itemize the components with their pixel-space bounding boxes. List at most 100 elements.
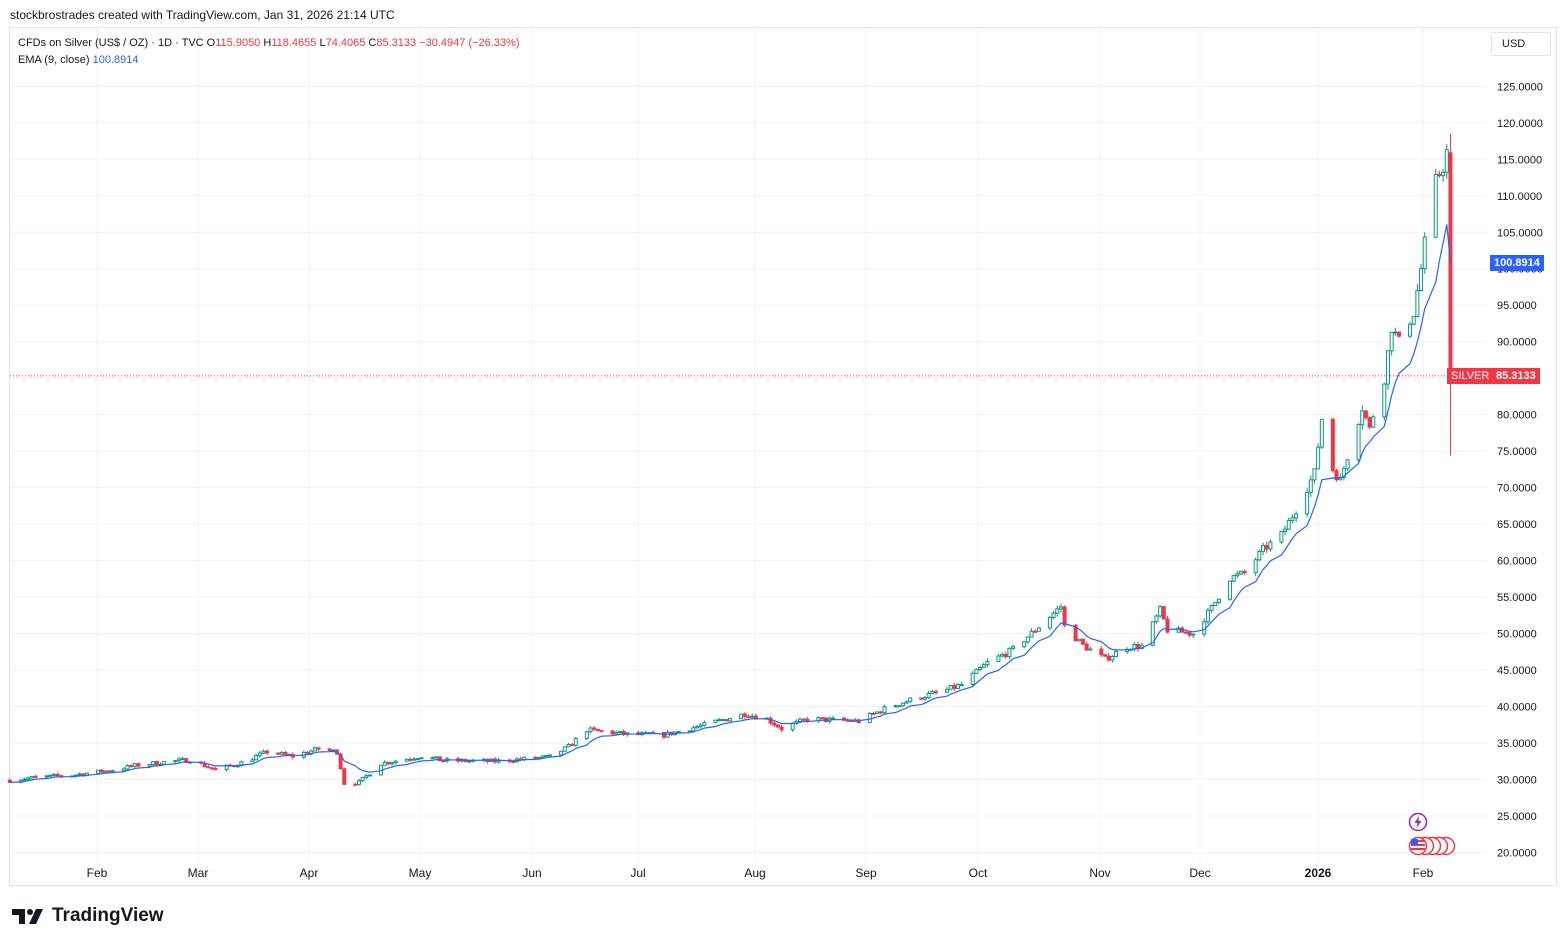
candle <box>544 754 549 757</box>
candle <box>353 782 358 787</box>
x-tick-label: May <box>409 866 432 880</box>
candle <box>584 730 589 741</box>
candle <box>775 723 780 728</box>
candle <box>1136 641 1141 652</box>
candle <box>717 717 722 722</box>
candle <box>1419 264 1424 292</box>
tradingview-logo[interactable]: TradingView <box>12 905 164 927</box>
candle <box>728 717 733 722</box>
candle <box>1235 570 1240 579</box>
candle <box>408 757 413 762</box>
y-tick-label: 120.0000 <box>1497 118 1543 130</box>
y-axis: 125.0000 120.0000 115.0000 110.0000 105.0000… <box>1497 81 1543 859</box>
legend-change: −30.4947 (−26.33%) <box>419 37 520 49</box>
candle <box>419 757 424 760</box>
y-tick-label: 30.0000 <box>1497 775 1537 787</box>
candle <box>412 756 417 761</box>
candle <box>1125 647 1130 655</box>
candle <box>368 774 372 777</box>
candle <box>595 728 600 732</box>
candle <box>599 730 604 733</box>
candle <box>1007 647 1012 660</box>
candle <box>1077 638 1082 642</box>
candle <box>867 711 872 724</box>
candle <box>1055 605 1060 617</box>
candle <box>265 749 270 756</box>
candle <box>1213 601 1218 606</box>
legend-ohlc-row: CFDs on Silver (US$ / OZ) · 1D · TVC O11… <box>18 35 520 52</box>
candle <box>1242 569 1247 576</box>
candle <box>1408 321 1413 339</box>
x-tick-label: Jul <box>630 866 645 880</box>
x-tick-label: Aug <box>744 866 765 880</box>
candle <box>393 759 398 765</box>
candle <box>1305 487 1310 518</box>
candle <box>978 665 983 672</box>
candle <box>970 671 975 687</box>
symbol-name-tag: SILVER <box>1447 368 1494 384</box>
candle <box>1205 607 1210 625</box>
legend-symbol[interactable]: CFDs on Silver (US$ / OZ) · 1D · TVC <box>18 37 204 49</box>
chart-legend: CFDs on Silver (US$ / OZ) · 1D · TVC O11… <box>18 35 520 69</box>
candle <box>132 762 137 768</box>
candle <box>566 742 571 748</box>
candle <box>1084 641 1089 652</box>
candle <box>1360 405 1365 430</box>
candle <box>213 766 218 771</box>
x-tick-label: Feb <box>87 866 108 880</box>
candle <box>1448 133 1453 456</box>
y-tick-label: 20.0000 <box>1497 848 1537 860</box>
candle <box>1397 331 1401 338</box>
candle <box>1209 604 1214 613</box>
candle <box>404 758 409 762</box>
candle <box>154 760 159 766</box>
candle <box>698 722 703 729</box>
candle <box>695 724 700 729</box>
candle <box>1227 580 1232 601</box>
candle <box>1411 315 1416 326</box>
candle <box>1330 417 1335 473</box>
candle <box>1099 646 1104 658</box>
y-tick-label: 50.0000 <box>1497 629 1537 641</box>
candle <box>573 736 578 748</box>
y-tick-label: 125.0000 <box>1497 81 1543 93</box>
candle <box>151 761 156 767</box>
candle <box>636 730 641 736</box>
candle <box>129 764 134 768</box>
candle <box>533 756 538 759</box>
legend-open-label: O <box>206 37 216 49</box>
ema-9-line <box>9 224 1451 783</box>
candle <box>985 658 990 668</box>
candle <box>1088 646 1093 651</box>
x-tick-label: Mar <box>188 866 209 880</box>
legend-ema-label[interactable]: EMA (9, close) <box>18 54 90 66</box>
tradingview-brand: TradingView <box>52 905 164 926</box>
flash-icon[interactable] <box>1408 812 1428 832</box>
candle <box>125 764 130 771</box>
us-flag-icon[interactable] <box>1405 836 1459 856</box>
candle <box>1371 414 1376 429</box>
candle <box>981 662 986 669</box>
x-tick-label: Feb <box>1413 866 1434 880</box>
candle <box>136 762 141 767</box>
x-tick-label: Sep <box>855 866 877 880</box>
candle <box>1165 615 1170 634</box>
candle <box>180 756 185 761</box>
candle <box>511 759 516 764</box>
candle <box>908 697 913 703</box>
candle <box>882 704 887 714</box>
y-tick-label: 95.0000 <box>1497 300 1537 312</box>
y-tick-label: 80.0000 <box>1497 410 1537 422</box>
candle <box>1025 636 1030 644</box>
candle <box>1334 468 1339 482</box>
candle <box>1000 652 1005 658</box>
candle <box>1444 144 1449 179</box>
candle <box>279 751 284 755</box>
legend-low-value: 74.4065 <box>325 37 366 49</box>
legend-ema-value: 100.8914 <box>92 54 139 66</box>
candle <box>1202 618 1207 637</box>
candle <box>1261 542 1266 556</box>
currency-selector[interactable]: USD <box>1491 32 1551 56</box>
candle <box>926 691 931 700</box>
